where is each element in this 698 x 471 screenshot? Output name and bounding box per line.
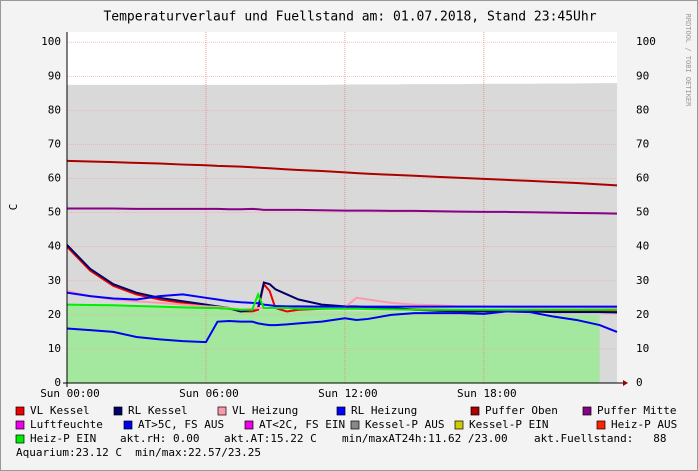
y2-tick-label: 90 xyxy=(636,69,649,82)
y2-tick-label: 30 xyxy=(636,274,649,287)
comment: akt.AT:15.22 C xyxy=(224,432,317,445)
legend-swatch xyxy=(123,420,133,430)
series-line xyxy=(67,207,618,215)
x-tick-label: Sun 00:00 xyxy=(40,387,100,400)
legend-label: VL Kessel xyxy=(30,404,90,417)
y-tick-label: 10 xyxy=(48,342,61,355)
legend-label: Heiz-P AUS xyxy=(611,418,677,431)
watermark: RRDTOOL / TOBI OETIKER xyxy=(684,14,692,108)
y2-tick-label: 20 xyxy=(636,308,649,321)
legend-label: RL Heizung xyxy=(351,404,417,417)
legend-swatch xyxy=(454,420,464,430)
series-line xyxy=(66,291,617,311)
y2-tick-label: 50 xyxy=(636,206,649,219)
y2-tick-label: 100 xyxy=(636,35,656,48)
y2-tick-label: 60 xyxy=(636,172,649,185)
y-tick-label: 60 xyxy=(48,172,61,185)
y-tick-label: 0 xyxy=(54,376,61,389)
y-tick-label: 70 xyxy=(48,137,61,150)
legend-swatch xyxy=(336,406,346,416)
comment: akt.Fuellstand: 88 xyxy=(534,432,666,445)
y2-tick-label: 0 xyxy=(636,376,643,389)
legend-swatch xyxy=(350,420,360,430)
comment: min/maxAT24h:11.62 /23.00 xyxy=(342,432,508,445)
y-tick-label: 80 xyxy=(48,103,61,116)
x-tick-label: Sun 12:00 xyxy=(318,387,378,400)
series-line xyxy=(66,159,618,187)
y-tick-label: 100 xyxy=(41,35,61,48)
legend-swatch xyxy=(217,406,227,416)
y-tick-label: 30 xyxy=(48,274,61,287)
legend-label: AT>5C, FS AUS xyxy=(138,418,224,431)
y-tick-label: 40 xyxy=(48,240,61,253)
legend-swatch xyxy=(15,420,25,430)
comment: akt.rH: 0.00 xyxy=(120,432,199,445)
y2-tick-label: 10 xyxy=(636,342,649,355)
y-tick-label: 90 xyxy=(48,69,61,82)
y2-tick-label: 40 xyxy=(636,240,649,253)
y2-tick-label: 80 xyxy=(636,103,649,116)
comment: Aquarium:23.12 C min/max:22.57/23.25 xyxy=(16,446,261,459)
legend-swatch xyxy=(582,406,592,416)
legend-label: Luftfeuchte xyxy=(30,418,103,431)
legend-label: Kessel-P AUS xyxy=(365,418,444,431)
x-tick-label: Sun 06:00 xyxy=(179,387,239,400)
legend-swatch xyxy=(15,434,25,444)
y-axis-label: C xyxy=(7,204,20,211)
legend-label: Heiz-P EIN xyxy=(30,432,96,445)
series-line xyxy=(66,310,618,344)
chart-title: Temperaturverlauf und Fuellstand am: 01.… xyxy=(103,10,596,25)
y-tick-label: 50 xyxy=(48,206,61,219)
legend-swatch xyxy=(244,420,254,430)
legend-swatch xyxy=(596,420,606,430)
legend-label: Puffer Mitte xyxy=(597,404,676,417)
legend-swatch xyxy=(113,406,123,416)
legend-label: VL Heizung xyxy=(232,404,298,417)
x-tick-label: Sun 18:00 xyxy=(457,387,517,400)
legend-label: RL Kessel xyxy=(128,404,188,417)
legend-swatch xyxy=(470,406,480,416)
legend-label: AT<2C, FS EIN xyxy=(259,418,345,431)
legend-swatch xyxy=(15,406,25,416)
x-axis-arrow xyxy=(623,380,628,386)
y2-tick-label: 70 xyxy=(636,137,649,150)
legend-label: Kessel-P EIN xyxy=(469,418,548,431)
area xyxy=(67,304,600,383)
legend-label: Puffer Oben xyxy=(485,404,558,417)
y-tick-label: 20 xyxy=(48,308,61,321)
series-line xyxy=(66,291,617,308)
